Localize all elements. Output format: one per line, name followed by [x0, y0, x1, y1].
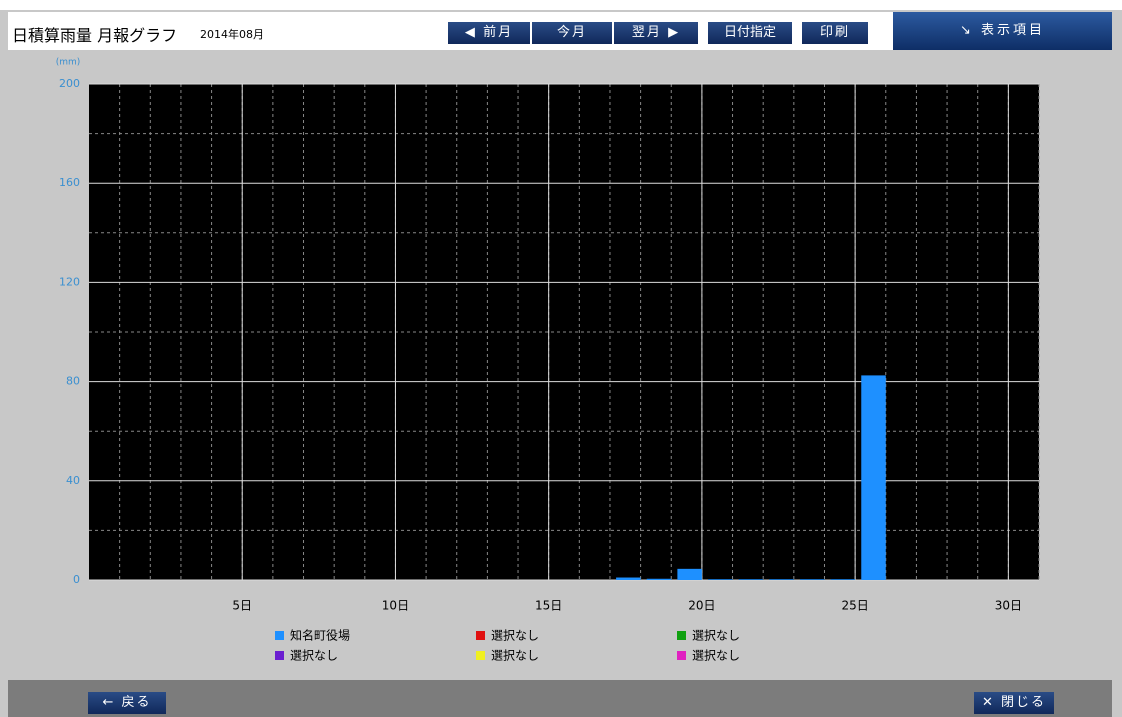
- close-button[interactable]: 閉じる: [974, 692, 1054, 714]
- x-tick-label: 25日: [841, 599, 868, 613]
- bar: [738, 579, 764, 580]
- bar: [677, 568, 702, 580]
- legend-label: 知名町役場: [290, 628, 350, 643]
- legend-swatch: [476, 631, 485, 640]
- bar: [861, 375, 886, 580]
- period: 2014年08月: [200, 28, 264, 41]
- title: 日積算雨量 月報グラフ: [12, 26, 178, 45]
- chart: (mm) 0 40 80 120 160 200 5日 10日 15日 20日 25日 30日知名町役…: [56, 58, 1040, 663]
- current-button[interactable]: 今月: [532, 22, 612, 44]
- legend-swatch: [476, 651, 485, 660]
- footer: 戻る 閉じる: [8, 680, 1112, 717]
- y-tick-label: 40: [66, 474, 80, 487]
- bar: [830, 579, 856, 580]
- x-tick-label: 15日: [535, 599, 562, 613]
- legend-swatch: [677, 651, 686, 660]
- legend-label: 選択なし: [692, 649, 740, 663]
- header: 日積算雨量 月報グラフ 2014年08月 前月 今月 翌月 日付指定 印刷 表示…: [8, 12, 1112, 50]
- back-button[interactable]: 戻る: [88, 692, 166, 714]
- date-button[interactable]: 日付指定: [708, 22, 792, 44]
- legend-swatch: [677, 631, 686, 640]
- y-tick-label: 0: [73, 573, 80, 586]
- legend-label: 選択なし: [692, 629, 740, 643]
- legend-label: 選択なし: [290, 649, 338, 663]
- bar: [646, 578, 672, 580]
- bar: [708, 579, 733, 580]
- x-tick-label: 5日: [232, 599, 252, 613]
- x-tick-label: 10日: [382, 599, 409, 613]
- y-tick-label: 120: [59, 275, 80, 288]
- y-unit: (mm): [56, 58, 81, 68]
- y-tick-label: 80: [66, 375, 80, 388]
- bar: [799, 579, 825, 580]
- top-strip: [0, 0, 1122, 10]
- legend-swatch: [275, 631, 284, 640]
- bar: [616, 577, 641, 580]
- bar: [769, 579, 794, 580]
- menu-button[interactable]: 表示項目: [893, 12, 1112, 50]
- x-tick-label: 30日: [995, 599, 1022, 613]
- y-tick-label: 160: [59, 176, 80, 189]
- print-button[interactable]: 印刷: [802, 22, 868, 44]
- y-tick-label: 200: [59, 77, 80, 90]
- legend-swatch: [275, 651, 284, 660]
- x-tick-label: 20日: [688, 599, 715, 613]
- legend-label: 選択なし: [491, 629, 539, 643]
- legend-label: 選択なし: [491, 649, 539, 663]
- prev-button[interactable]: 前月: [448, 22, 530, 44]
- next-button[interactable]: 翌月: [614, 22, 698, 44]
